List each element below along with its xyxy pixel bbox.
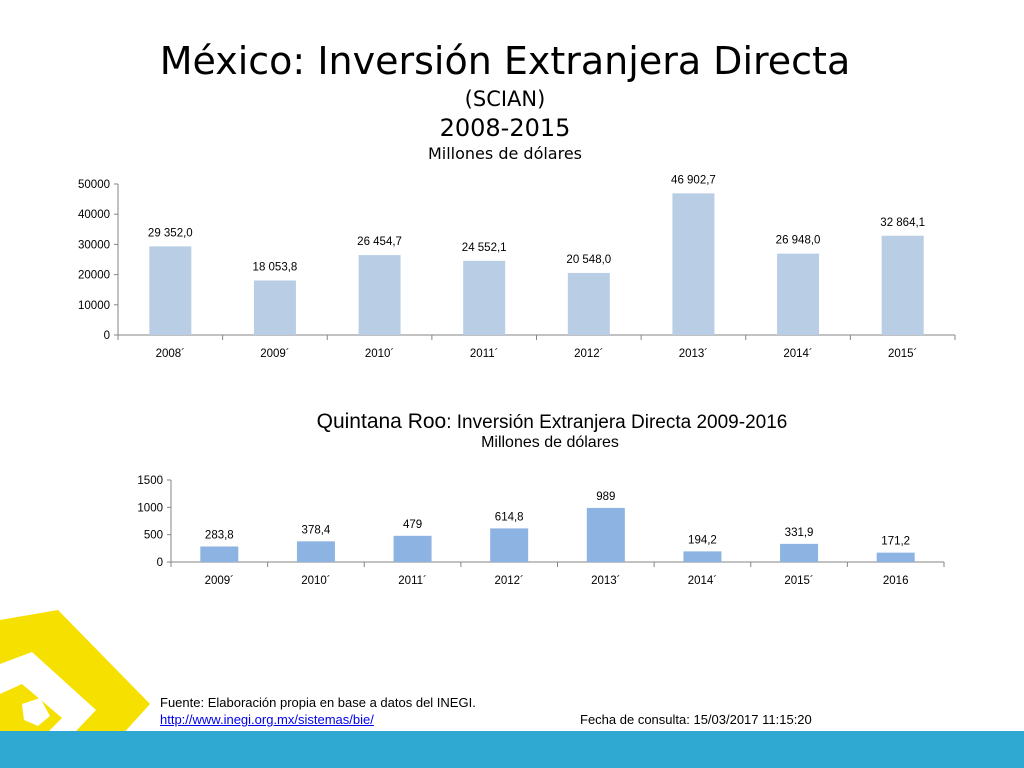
qroo-data-label: 194,2 — [688, 534, 717, 546]
mexico-bar — [881, 235, 924, 335]
qroo-bar — [200, 546, 239, 562]
mexico-x-tick-label: 2014´ — [783, 348, 812, 360]
mexico-fdi-bar-chart: 0 10000 20000 30000 40000 50000 29 352,0 2008´ 1… — [78, 174, 956, 360]
mexico-data-label: 29 352,0 — [148, 227, 193, 239]
mexico-data-label: 32 864,1 — [880, 217, 925, 229]
qroo-y-tick-label: 1500 — [137, 475, 163, 487]
mexico-bar — [463, 260, 506, 335]
qroo-x-tick-label: 2014´ — [688, 575, 717, 587]
mexico-data-label: 18 053,8 — [253, 261, 298, 273]
mexico-y-tick-label: 0 — [104, 330, 110, 342]
mexico-x-tick-label: 2010´ — [365, 348, 394, 360]
qroo-y-tick-label: 500 — [144, 530, 163, 542]
qroo-x-tick-label: 2015´ — [784, 575, 813, 587]
qroo-bar — [780, 543, 819, 562]
mexico-bar — [567, 272, 610, 335]
mexico-bar — [149, 246, 192, 335]
qroo-y-tick-label: 0 — [157, 557, 163, 569]
qroo-x-tick-label: 2013´ — [591, 575, 620, 587]
mexico-y-tick-label: 30000 — [78, 239, 110, 251]
qroo-data-label: 989 — [596, 491, 615, 503]
qroo-x-tick-label: 2011´ — [398, 575, 427, 587]
qroo-x-tick-label: 2009´ — [205, 575, 234, 587]
source-note: Fuente: Elaboración propia en base a dat… — [160, 694, 476, 728]
qroo-data-label: 283,8 — [205, 529, 234, 541]
qroo-bar — [393, 535, 432, 562]
source-text: Fuente: Elaboración propia en base a dat… — [160, 695, 476, 710]
page-subtitle: (SCIAN) — [464, 87, 546, 111]
period-label: 2008-2015 — [439, 114, 571, 142]
qroo-bar — [586, 507, 625, 562]
logo-icon — [0, 610, 150, 768]
qroo-data-label: 614,8 — [495, 511, 524, 523]
qroo-bar — [296, 541, 335, 562]
mexico-data-label: 20 548,0 — [566, 254, 611, 266]
mexico-bar — [672, 193, 715, 335]
qroo-data-label: 171,2 — [881, 536, 910, 548]
mexico-bar — [358, 255, 401, 335]
mexico-y-tick-label: 20000 — [78, 270, 110, 282]
units-label: Millones de dólares — [427, 144, 583, 163]
qroo-x-tick-label: 2010´ — [301, 575, 330, 587]
source-link[interactable]: http://www.inegi.org.mx/sistemas/bie/ — [160, 712, 374, 727]
qroo-bar — [490, 528, 529, 562]
mexico-data-label: 46 902,7 — [671, 174, 716, 186]
qroo-bar — [683, 551, 722, 562]
qroo-y-tick-label: 1000 — [137, 502, 163, 514]
mexico-data-label: 24 552,1 — [462, 242, 507, 254]
mexico-x-tick-label: 2009´ — [260, 348, 289, 360]
mexico-data-label: 26 948,0 — [776, 235, 821, 247]
mexico-x-tick-label: 2015´ — [888, 348, 917, 360]
qroo-bar — [876, 552, 915, 562]
qroo-data-label: 479 — [403, 519, 422, 531]
mexico-data-label: 26 454,7 — [357, 236, 402, 248]
mexico-x-tick-label: 2008´ — [156, 348, 185, 360]
mexico-x-tick-label: 2013´ — [679, 348, 708, 360]
qroo-data-label: 331,9 — [785, 527, 814, 539]
mexico-bar — [253, 280, 296, 335]
mexico-y-tick-label: 50000 — [78, 179, 110, 191]
mexico-bar — [777, 253, 820, 335]
mexico-y-tick-label: 10000 — [78, 300, 110, 312]
chart2-units: Millones de dólares — [481, 434, 619, 451]
quintana-roo-fdi-bar-chart: 0 500 1000 1500 283,8 2009´ 378,4 2010´ 479 2011´… — [137, 475, 945, 587]
mexico-y-tick-label: 40000 — [78, 209, 110, 221]
chart2-title-region: Quintana Roo — [316, 410, 447, 433]
mexico-x-tick-label: 2011´ — [470, 348, 499, 360]
page-title: México: Inversión Extranjera Directa — [159, 39, 851, 83]
footer-band — [0, 731, 1024, 768]
qroo-x-tick-label: 2012´ — [494, 575, 523, 587]
chart2-title: Quintana Roo: Inversión Extranjera Direc… — [0, 410, 1024, 435]
qroo-data-label: 378,4 — [302, 524, 331, 536]
consult-date: Fecha de consulta: 15/03/2017 11:15:20 — [580, 712, 812, 727]
mexico-x-tick-label: 2012´ — [574, 348, 603, 360]
chart2-title-rest: : Inversión Extranjera Directa 2009-2016 — [446, 412, 788, 433]
qroo-x-tick-label: 2016 — [883, 575, 909, 587]
